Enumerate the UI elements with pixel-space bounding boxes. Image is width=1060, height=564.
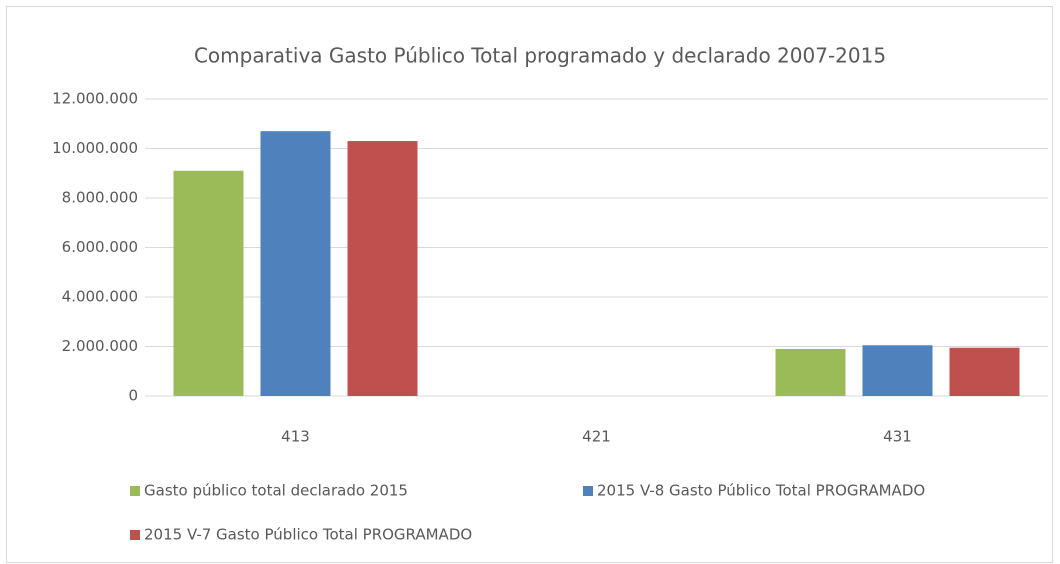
- y-tick-label: 2.000.000: [62, 337, 138, 355]
- y-tick-label: 4.000.000: [62, 288, 138, 306]
- y-tick-label: 0: [128, 387, 138, 405]
- x-tick-label: 413: [281, 428, 310, 446]
- legend-swatch: [130, 530, 140, 540]
- y-tick-label: 6.000.000: [62, 238, 138, 256]
- chart-frame: [6, 6, 1053, 563]
- x-tick-label: 421: [582, 428, 611, 446]
- bar: [347, 141, 418, 396]
- bar: [949, 347, 1020, 396]
- legend-swatch: [583, 486, 593, 496]
- chart-title: Comparativa Gasto Público Total programa…: [194, 44, 886, 68]
- y-tick-label: 10.000.000: [52, 139, 138, 157]
- legend-label: 2015 V-8 Gasto Público Total PROGRAMADO: [597, 482, 925, 500]
- bar: [260, 131, 331, 397]
- y-tick-label: 8.000.000: [62, 189, 138, 207]
- y-tick-label: 12.000.000: [52, 90, 138, 108]
- bar: [862, 345, 933, 396]
- legend-swatch: [130, 486, 140, 496]
- x-tick-label: 431: [883, 428, 912, 446]
- legend-label: Gasto público total declarado 2015: [144, 482, 408, 500]
- legend-label: 2015 V-7 Gasto Público Total PROGRAMADO: [144, 526, 472, 544]
- bar: [173, 170, 244, 396]
- bar: [775, 348, 846, 396]
